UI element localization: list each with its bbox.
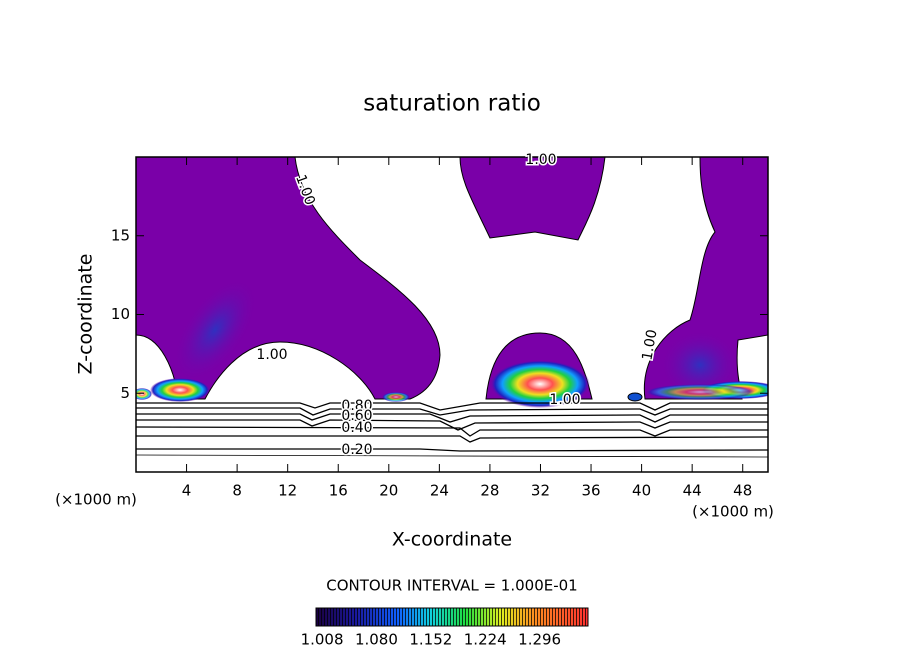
region [627, 392, 643, 402]
contour-label: 0.20 [341, 442, 372, 458]
colorbar-label: 1.080 [355, 631, 398, 649]
x-tick-label: 4 [182, 482, 192, 500]
contour-label: 0.40 [341, 420, 372, 436]
region [172, 277, 258, 383]
x-tick-label: 20 [379, 482, 398, 500]
x-tick-label: 28 [480, 482, 499, 500]
colorbar-label: 1.224 [464, 631, 507, 649]
x-tick-label: 8 [232, 482, 242, 500]
region [459, 157, 606, 241]
x-tick-label: 36 [581, 482, 600, 500]
contour-label: 1.00 [525, 152, 556, 168]
colorbar-hatch [315, 607, 589, 627]
colorbar-label: 1.152 [409, 631, 452, 649]
colorbar-label: 1.008 [301, 631, 344, 649]
colorbar-label: 1.296 [518, 631, 561, 649]
y-axis-label: Z-coordinate [75, 254, 97, 375]
contour-label: 1.00 [549, 392, 580, 408]
contour-interval: CONTOUR INTERVAL = 1.000E-01 [326, 577, 577, 595]
x-tick-label: 40 [632, 482, 651, 500]
contour-label: 0.80 [341, 398, 372, 414]
contour-label: 1.00 [256, 347, 287, 363]
region [490, 360, 590, 408]
x-tick-label: 16 [329, 482, 348, 500]
contour-label: 0.60 [341, 408, 372, 424]
y-tick-label: 15 [111, 226, 130, 244]
field [136, 157, 768, 458]
region [382, 392, 410, 402]
x-unit-label: (×1000 m) [55, 491, 137, 509]
y-tick-label: 5 [120, 384, 130, 402]
x-tick-label: 48 [733, 482, 752, 500]
contour-lines [136, 402, 768, 458]
x-unit-label: (×1000 m) [692, 503, 774, 521]
x-tick-label: 44 [683, 482, 702, 500]
region [150, 378, 210, 402]
chart-title: saturation ratio [363, 91, 541, 117]
x-axis-label: X-coordinate [392, 529, 512, 551]
x-tick-label: 24 [430, 482, 449, 500]
region [136, 388, 152, 400]
x-tick-label: 12 [278, 482, 297, 500]
region [645, 384, 755, 400]
y-tick-label: 10 [111, 305, 130, 323]
x-tick-label: 32 [531, 482, 550, 500]
